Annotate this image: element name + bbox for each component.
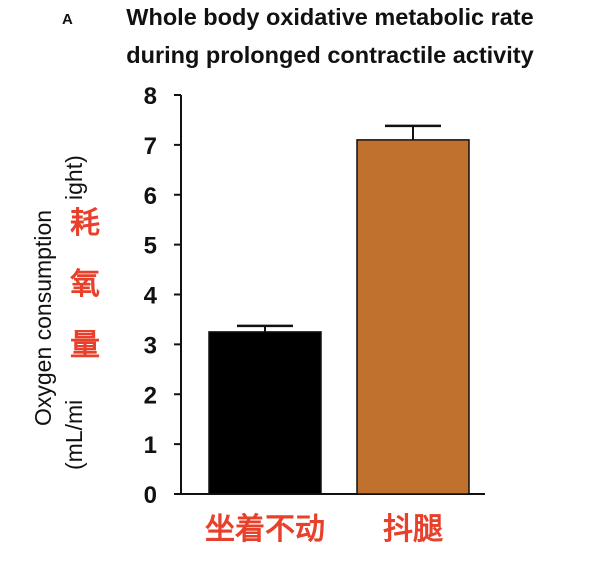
y-axis-label-line-1: Oxygen consumption (30, 210, 56, 426)
y-axis-cn-char-2: 氧 (70, 267, 100, 302)
y-axis-cn-char-1: 耗 (70, 206, 100, 241)
y-tick-label-3: 3 (144, 332, 157, 359)
bar-2 (356, 139, 470, 495)
chart-title-line-1: Whole body oxidative metabolic rate (126, 4, 533, 30)
category-label-2: 抖腿 (383, 512, 443, 547)
y-axis-cn-char-3: 量 (70, 328, 100, 363)
chart-marks: 0 1 2 3 4 5 6 7 8 坐着不动 抖腿 (144, 83, 485, 547)
chart-title-line-2: during prolonged contractile activity (126, 42, 533, 68)
y-axis-label-line-2: (mL/mi (61, 400, 87, 470)
y-tick-label-6: 6 (144, 183, 157, 210)
y-tick-label-8: 8 (144, 83, 157, 110)
y-tick-label-1: 1 (144, 432, 157, 459)
y-axis-title: Oxygen consumption (mL/mi ight) 耗 氧 量 (30, 155, 100, 470)
panel-label: A (62, 11, 73, 28)
category-label-1: 坐着不动 (205, 512, 325, 547)
y-tick-label-4: 4 (144, 283, 158, 310)
bar-1 (208, 331, 322, 495)
y-tick-label-5: 5 (144, 233, 157, 260)
y-tick-label-7: 7 (144, 133, 157, 160)
y-axis-label-fragment: ight) (61, 155, 87, 200)
y-tick-label-2: 2 (144, 382, 157, 409)
y-tick-label-0: 0 (144, 482, 157, 509)
